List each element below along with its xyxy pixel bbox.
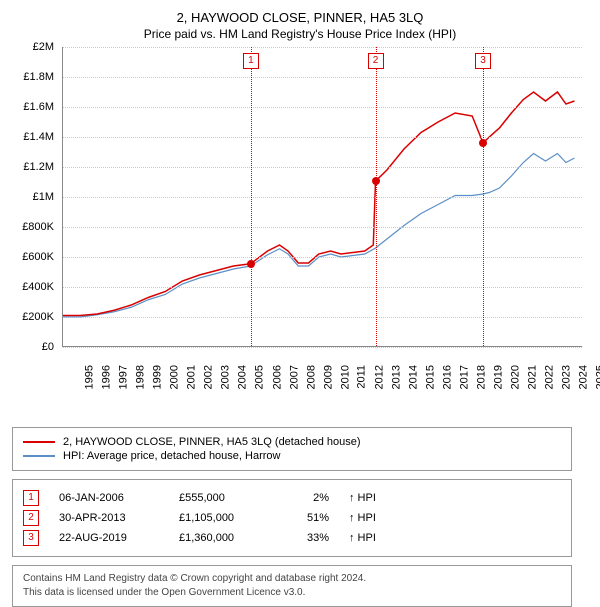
sale-price: £1,360,000 bbox=[179, 532, 269, 544]
x-axis-label: 1995 bbox=[83, 365, 95, 389]
x-axis-label: 2020 bbox=[510, 365, 522, 389]
x-axis-label: 2015 bbox=[424, 365, 436, 389]
legend-label: HPI: Average price, detached house, Harr… bbox=[63, 450, 280, 462]
sale-marker-box: 3 bbox=[475, 53, 491, 69]
x-axis-label: 2023 bbox=[561, 365, 573, 389]
plot-area: 1 2 3 bbox=[62, 47, 582, 347]
legend-swatch bbox=[23, 455, 55, 457]
sale-row: 3 22-AUG-2019 £1,360,000 33% ↑ HPI bbox=[23, 530, 561, 546]
x-axis-label: 2017 bbox=[459, 365, 471, 389]
x-axis-label: 2016 bbox=[442, 365, 454, 389]
sale-marker-box: 1 bbox=[243, 53, 259, 69]
x-axis-label: 2018 bbox=[476, 365, 488, 389]
gridline bbox=[63, 47, 582, 48]
y-axis-label: £200K bbox=[22, 311, 54, 323]
sale-pct: 51% bbox=[289, 512, 329, 524]
y-axis-label: £0 bbox=[42, 341, 54, 353]
sale-date: 06-JAN-2006 bbox=[59, 492, 159, 504]
sale-number-box: 3 bbox=[23, 530, 39, 546]
x-axis-label: 2006 bbox=[271, 365, 283, 389]
legend-item: HPI: Average price, detached house, Harr… bbox=[23, 450, 561, 462]
sale-number-box: 1 bbox=[23, 490, 39, 506]
legend-label: 2, HAYWOOD CLOSE, PINNER, HA5 3LQ (detac… bbox=[63, 436, 361, 448]
x-axis-label: 2014 bbox=[407, 365, 419, 389]
chart-area: 1 2 3 £0 £200K £400K £600K £800K £1M £1.2M £1.4M £… bbox=[12, 47, 588, 387]
sale-marker-line bbox=[483, 47, 484, 346]
x-axis-label: 2010 bbox=[339, 365, 351, 389]
x-axis-label: 1999 bbox=[152, 365, 164, 389]
x-axis-label: 2003 bbox=[220, 365, 232, 389]
y-axis-label: £1M bbox=[33, 191, 54, 203]
sale-vs-hpi: ↑ HPI bbox=[349, 492, 376, 504]
gridline bbox=[63, 317, 582, 318]
x-axis-label: 2021 bbox=[527, 365, 539, 389]
x-axis-label: 2005 bbox=[254, 365, 266, 389]
y-axis-label: £1.4M bbox=[23, 131, 54, 143]
x-axis-label: 2024 bbox=[578, 365, 590, 389]
x-axis-label: 2000 bbox=[169, 365, 181, 389]
sale-point bbox=[372, 177, 380, 185]
sale-marker-line bbox=[251, 47, 252, 346]
sale-pct: 2% bbox=[289, 492, 329, 504]
gridline bbox=[63, 287, 582, 288]
sale-marker-line bbox=[376, 47, 377, 346]
footer-line-1: Contains HM Land Registry data © Crown c… bbox=[23, 572, 561, 586]
gridline bbox=[63, 137, 582, 138]
sale-date: 30-APR-2013 bbox=[59, 512, 159, 524]
x-axis-label: 1997 bbox=[118, 365, 130, 389]
x-axis-label: 2002 bbox=[203, 365, 215, 389]
sale-price: £555,000 bbox=[179, 492, 269, 504]
sale-vs-hpi: ↑ HPI bbox=[349, 512, 376, 524]
footer-line-2: This data is licensed under the Open Gov… bbox=[23, 586, 561, 600]
x-axis-label: 2007 bbox=[288, 365, 300, 389]
chart-subtitle: Price paid vs. HM Land Registry's House … bbox=[12, 27, 588, 41]
y-axis-label: £600K bbox=[22, 251, 54, 263]
chart-container: 2, HAYWOOD CLOSE, PINNER, HA5 3LQ Price … bbox=[0, 0, 600, 590]
gridline bbox=[63, 227, 582, 228]
sales-table: 1 06-JAN-2006 £555,000 2% ↑ HPI 2 30-APR-2013 £… bbox=[12, 479, 572, 557]
legend-swatch bbox=[23, 441, 55, 443]
x-axis-label: 1998 bbox=[135, 365, 147, 389]
gridline bbox=[63, 257, 582, 258]
sale-vs-hpi: ↑ HPI bbox=[349, 532, 376, 544]
y-axis-label: £1.2M bbox=[23, 161, 54, 173]
gridline bbox=[63, 347, 582, 348]
x-axis-label: 1996 bbox=[101, 365, 113, 389]
x-axis-label: 2012 bbox=[373, 365, 385, 389]
x-axis-label: 2001 bbox=[186, 365, 198, 389]
sale-point bbox=[479, 139, 487, 147]
y-axis-label: £400K bbox=[22, 281, 54, 293]
x-axis-label: 2009 bbox=[322, 365, 334, 389]
sale-row: 2 30-APR-2013 £1,105,000 51% ↑ HPI bbox=[23, 510, 561, 526]
x-axis-label: 2008 bbox=[305, 365, 317, 389]
x-axis-label: 2011 bbox=[355, 365, 367, 389]
y-axis-label: £1.8M bbox=[23, 71, 54, 83]
sale-pct: 33% bbox=[289, 532, 329, 544]
x-axis-label: 2022 bbox=[544, 365, 556, 389]
chart-title: 2, HAYWOOD CLOSE, PINNER, HA5 3LQ bbox=[12, 10, 588, 25]
sale-point bbox=[247, 260, 255, 268]
gridline bbox=[63, 77, 582, 78]
sale-price: £1,105,000 bbox=[179, 512, 269, 524]
footer-attribution: Contains HM Land Registry data © Crown c… bbox=[12, 565, 572, 607]
gridline bbox=[63, 197, 582, 198]
x-axis-label: 2013 bbox=[390, 365, 402, 389]
gridline bbox=[63, 107, 582, 108]
y-axis-label: £1.6M bbox=[23, 101, 54, 113]
legend: 2, HAYWOOD CLOSE, PINNER, HA5 3LQ (detac… bbox=[12, 427, 572, 471]
sale-number-box: 2 bbox=[23, 510, 39, 526]
sale-marker-box: 2 bbox=[368, 53, 384, 69]
sale-date: 22-AUG-2019 bbox=[59, 532, 159, 544]
legend-item: 2, HAYWOOD CLOSE, PINNER, HA5 3LQ (detac… bbox=[23, 436, 561, 448]
sale-row: 1 06-JAN-2006 £555,000 2% ↑ HPI bbox=[23, 490, 561, 506]
y-axis-label: £800K bbox=[22, 221, 54, 233]
x-axis-label: 2019 bbox=[493, 365, 505, 389]
x-axis-label: 2004 bbox=[237, 365, 249, 389]
y-axis-label: £2M bbox=[33, 41, 54, 53]
gridline bbox=[63, 167, 582, 168]
x-axis-label: 2025 bbox=[595, 365, 600, 389]
